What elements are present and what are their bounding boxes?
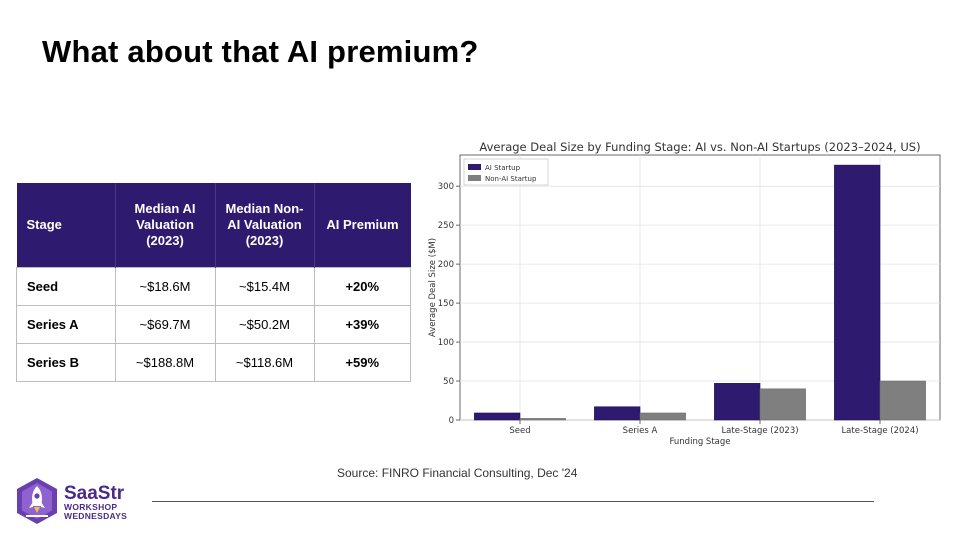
- bar-non-ai: [519, 418, 566, 421]
- y-tick-label: 0: [449, 416, 454, 426]
- cell-ai-valuation: ~$18.6M: [114, 267, 216, 306]
- logo-line-2: WEDNESDAYS: [64, 511, 128, 521]
- x-axis-label: Funding Stage: [669, 437, 730, 447]
- cell-non-ai-valuation: ~$118.6M: [214, 343, 315, 382]
- cell-ai-premium: +39%: [313, 305, 411, 344]
- cell-ai-valuation: ~$69.7M: [114, 305, 216, 344]
- cell-non-ai-valuation: ~$15.4M: [214, 267, 315, 306]
- bar-ai: [834, 164, 881, 421]
- header-ai-premium: AI Premium: [314, 183, 411, 268]
- footer-divider: [152, 501, 874, 502]
- table-row: Series B ~$188.8M ~$118.6M +59%: [16, 343, 411, 382]
- bar-non-ai: [759, 388, 806, 421]
- legend-label: AI Startup: [485, 164, 521, 172]
- table-row: Seed ~$18.6M ~$15.4M +20%: [16, 267, 411, 306]
- bar-ai: [474, 412, 521, 421]
- x-tick-label: Series A: [623, 426, 658, 436]
- x-tick-label: Late-Stage (2023): [721, 426, 798, 436]
- legend-label: Non-AI Startup: [485, 175, 537, 183]
- header-stage: Stage: [16, 183, 116, 268]
- y-tick-label: 50: [443, 377, 454, 387]
- legend-swatch: [468, 164, 481, 170]
- y-tick-label: 100: [438, 338, 454, 348]
- table-header-row: Stage Median AI Valuation (2023) Median …: [16, 183, 411, 268]
- legend-swatch: [468, 175, 481, 181]
- bar-non-ai: [879, 380, 926, 421]
- chart-title: Average Deal Size by Funding Stage: AI v…: [479, 140, 920, 154]
- deal-size-chart: Average Deal Size by Funding Stage: AI v…: [428, 140, 941, 447]
- y-tick-label: 150: [438, 299, 454, 309]
- ai-premium-table: Stage Median AI Valuation (2023) Median …: [16, 183, 411, 382]
- y-tick-label: 300: [438, 182, 454, 192]
- cell-ai-premium: +20%: [313, 267, 411, 306]
- cell-stage: Seed: [16, 267, 116, 306]
- x-tick-label: Late-Stage (2024): [841, 426, 918, 436]
- bar-ai: [714, 383, 761, 421]
- saastr-logo: SaaStr WORKSHOP WEDNESDAYS: [14, 476, 154, 530]
- rocket-hexagon-icon: [17, 478, 57, 524]
- table-row: Series A ~$69.7M ~$50.2M +39%: [16, 305, 411, 344]
- cell-stage: Series A: [16, 305, 116, 344]
- cell-non-ai-valuation: ~$50.2M: [214, 305, 315, 344]
- x-tick-label: Seed: [509, 426, 530, 436]
- header-non-ai-valuation: Median Non-AI Valuation (2023): [215, 183, 315, 268]
- y-tick-label: 200: [438, 260, 454, 270]
- y-axis-label: Average Deal Size ($M): [428, 238, 438, 337]
- source-note: Source: FINRO Financial Consulting, Dec …: [337, 466, 578, 480]
- cell-stage: Series B: [16, 343, 116, 382]
- slide-title: What about that AI premium?: [42, 34, 479, 69]
- bar-non-ai: [639, 412, 686, 421]
- bar-ai: [594, 406, 641, 421]
- cell-ai-valuation: ~$188.8M: [114, 343, 216, 382]
- logo-name: SaaStr: [64, 483, 125, 504]
- cell-ai-premium: +59%: [313, 343, 411, 382]
- logo-line-1: WORKSHOP: [64, 502, 118, 512]
- header-ai-valuation: Median AI Valuation (2023): [115, 183, 216, 268]
- y-tick-label: 250: [438, 221, 454, 231]
